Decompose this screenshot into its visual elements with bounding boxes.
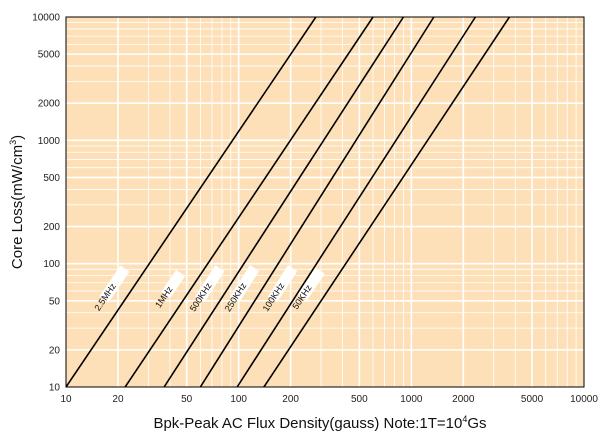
y-tick-label: 50 (49, 296, 61, 307)
series-line (163, 16, 405, 388)
series-label-background (99, 265, 130, 303)
x-tick-label: 50 (181, 394, 193, 405)
x-tick-label: 200 (282, 394, 299, 405)
x-tick-label: 5000 (521, 394, 544, 405)
y-axis-label: Core Loss(mW/cm3) (8, 135, 26, 269)
x-tick-label: 2000 (452, 394, 475, 405)
x-tick-label: 500 (351, 394, 368, 405)
series-label-background (267, 265, 298, 303)
y-tick-labels: 10 20 50 100 200 500 1000 2000 5000 10000 (32, 13, 60, 394)
series-label-background (161, 269, 186, 299)
y-tick-label: 500 (43, 173, 60, 184)
plot-area (66, 17, 584, 387)
x-tick-label: 20 (112, 394, 124, 405)
y-tick-label: 100 (43, 259, 60, 270)
series-line (263, 16, 511, 388)
x-tick-label: 100 (230, 394, 247, 405)
series-line (65, 16, 317, 388)
y-tick-label: 10000 (32, 13, 60, 24)
series-label-background (229, 265, 260, 303)
series-label-background (297, 267, 325, 301)
x-tick-label: 1000 (400, 394, 423, 405)
series-lines (65, 16, 511, 388)
series-line (236, 16, 477, 388)
grid-lines (66, 17, 584, 387)
series-label-background (195, 265, 225, 303)
y-tick-label: 10 (49, 383, 61, 394)
series-line (124, 16, 374, 388)
plot-border (65, 16, 585, 388)
y-tick-label: 5000 (38, 50, 61, 61)
x-axis-label: Bpk-Peak AC Flux Density(gauss) Note:1T=… (153, 414, 486, 432)
y-tick-label: 2000 (38, 99, 61, 110)
y-tick-label: 20 (49, 345, 61, 356)
x-tick-label: 10000 (570, 394, 598, 405)
y-tick-label: 1000 (38, 136, 61, 147)
series-line (199, 16, 435, 388)
x-tick-label: 10 (60, 394, 72, 405)
x-tick-labels: 10 20 50 100 200 500 1000 2000 5000 10000 (60, 394, 598, 405)
y-tick-label: 200 (43, 222, 60, 233)
